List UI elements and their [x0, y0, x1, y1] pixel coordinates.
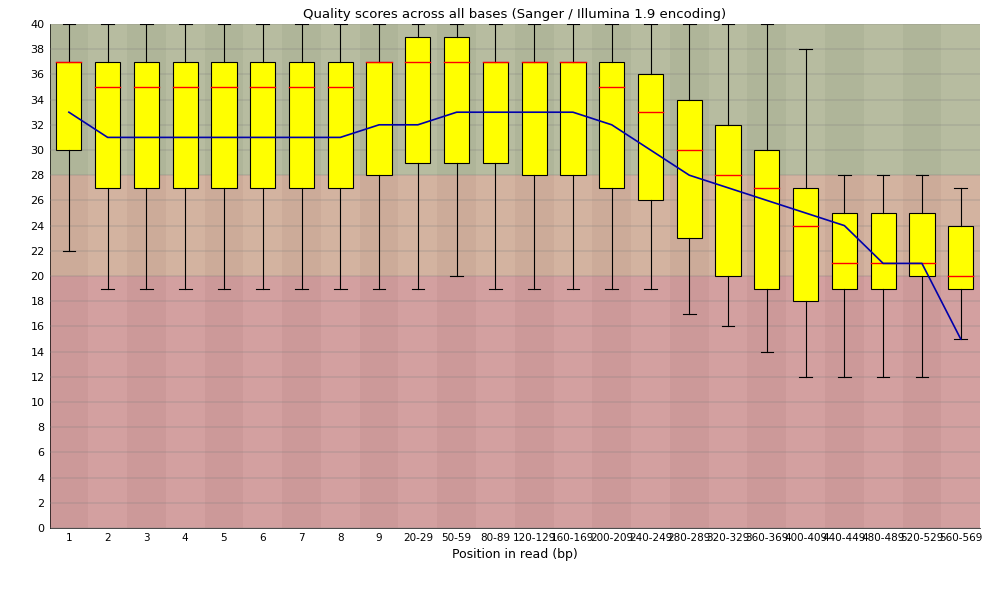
Bar: [522, 62, 546, 175]
Bar: [870, 213, 896, 289]
Bar: [592, 24, 632, 528]
Bar: [50, 276, 980, 528]
Bar: [677, 100, 702, 238]
Bar: [515, 24, 553, 528]
Bar: [910, 213, 935, 276]
Bar: [483, 62, 508, 163]
Bar: [127, 24, 165, 528]
Bar: [632, 24, 670, 528]
Bar: [95, 62, 120, 188]
Bar: [366, 62, 392, 175]
Bar: [903, 24, 941, 528]
Bar: [405, 37, 431, 163]
Bar: [825, 24, 863, 528]
Bar: [56, 62, 81, 150]
Bar: [212, 62, 237, 188]
Bar: [709, 24, 747, 528]
Bar: [786, 24, 825, 528]
Bar: [250, 62, 275, 188]
Bar: [328, 62, 352, 188]
Bar: [205, 24, 244, 528]
Bar: [50, 175, 980, 276]
Bar: [244, 24, 282, 528]
Bar: [172, 62, 198, 188]
Title: Quality scores across all bases (Sanger / Illumina 1.9 encoding): Quality scores across all bases (Sanger …: [303, 8, 727, 22]
Bar: [747, 24, 786, 528]
Bar: [670, 24, 709, 528]
Bar: [599, 62, 625, 188]
Bar: [282, 24, 321, 528]
Bar: [638, 74, 663, 200]
Bar: [941, 24, 980, 528]
Bar: [560, 62, 585, 175]
Bar: [863, 24, 903, 528]
Bar: [832, 213, 857, 289]
Bar: [50, 24, 88, 528]
Bar: [134, 62, 159, 188]
Bar: [359, 24, 398, 528]
Bar: [50, 24, 980, 175]
Bar: [553, 24, 592, 528]
Bar: [438, 24, 476, 528]
Bar: [445, 37, 469, 163]
Bar: [165, 24, 205, 528]
Bar: [321, 24, 359, 528]
Bar: [754, 150, 779, 289]
X-axis label: Position in read (bp): Position in read (bp): [451, 548, 578, 562]
Bar: [289, 62, 314, 188]
Bar: [716, 125, 741, 276]
Bar: [793, 188, 818, 301]
Bar: [476, 24, 515, 528]
Bar: [88, 24, 127, 528]
Bar: [948, 226, 973, 289]
Bar: [398, 24, 438, 528]
